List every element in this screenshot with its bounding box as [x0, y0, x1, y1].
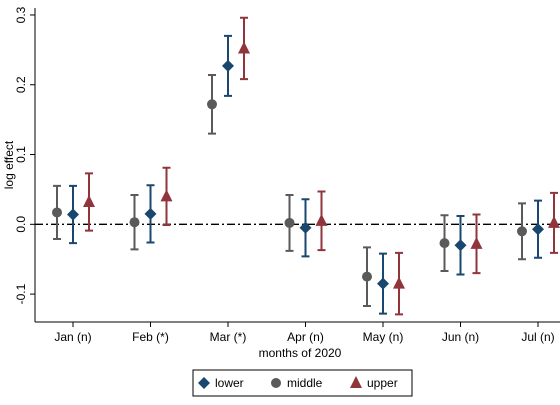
point	[454, 239, 467, 252]
legend-marker	[350, 376, 362, 388]
x-tick-label: Feb (*)	[132, 330, 169, 344]
point	[238, 41, 250, 54]
y-axis-title: log effect	[2, 140, 16, 189]
legend-label: upper	[367, 376, 398, 390]
point	[532, 223, 544, 236]
point	[160, 189, 173, 202]
x-tick-label: Mar (*)	[210, 330, 247, 344]
point	[144, 207, 157, 220]
point	[439, 238, 450, 249]
y-tick-label: 0.2	[14, 76, 28, 93]
x-tick-label: May (n)	[363, 330, 404, 344]
x-tick-label: Jan (n)	[54, 330, 91, 344]
point	[517, 226, 527, 237]
point	[67, 208, 79, 221]
point	[52, 207, 62, 218]
point	[393, 276, 405, 289]
point	[315, 213, 328, 226]
point	[377, 277, 389, 290]
point	[83, 194, 95, 207]
point	[362, 271, 372, 282]
x-axis-title: months of 2020	[259, 346, 342, 360]
point	[222, 59, 234, 72]
y-tick-label: 0.3	[14, 6, 28, 23]
legend-label: middle	[287, 376, 323, 390]
x-tick-label: Jul (n)	[521, 330, 554, 344]
point	[548, 215, 560, 228]
point	[207, 99, 217, 110]
point	[129, 217, 140, 228]
point	[470, 236, 483, 249]
legend-marker	[271, 378, 281, 388]
y-tick-label: 0.0	[14, 216, 28, 233]
point	[299, 221, 312, 234]
y-tick-label: 0.1	[14, 146, 28, 163]
legend-box	[192, 369, 413, 397]
x-tick-label: Apr (n)	[287, 330, 324, 344]
legend-marker	[198, 377, 210, 389]
y-tick-label: -0.1	[14, 283, 28, 304]
x-tick-label: Jun (n)	[442, 330, 479, 344]
point	[284, 217, 295, 228]
legend-label: lower	[215, 376, 244, 390]
